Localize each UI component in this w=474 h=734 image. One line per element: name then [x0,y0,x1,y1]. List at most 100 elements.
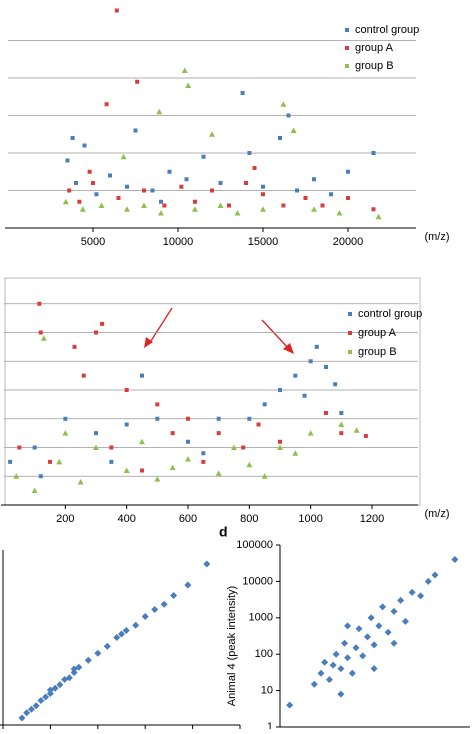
point [62,430,69,436]
point [123,467,130,473]
point [401,617,409,625]
point [185,456,191,462]
point [241,445,246,450]
point [277,444,283,450]
point [417,592,425,600]
point [278,388,282,392]
point [390,607,398,615]
point [40,335,47,341]
point [348,669,356,677]
point [94,431,98,436]
x-tick-label: 600 [179,513,197,525]
point [397,596,405,604]
point [160,600,168,608]
point [27,705,35,713]
arrow-head [144,337,153,348]
point [339,411,344,415]
x-tick-label: 1000 [298,513,322,525]
point [451,555,459,563]
point [154,476,161,482]
point [32,445,37,450]
legend-label: group B [358,346,397,358]
legend-marker [345,46,349,50]
x-tick-label: 15000 [248,236,279,248]
point [170,431,175,436]
point [363,434,368,438]
point [142,188,146,193]
point [38,474,43,479]
point [203,560,211,568]
point [48,459,52,464]
point [234,210,241,216]
point [42,693,50,701]
point [341,639,349,647]
point [280,101,287,107]
point [312,177,316,182]
point [371,207,376,212]
point [201,451,206,456]
point [333,382,338,387]
point [98,202,105,208]
point [120,153,127,160]
point [344,654,352,662]
point [317,669,325,677]
y-axis-label: Animal 4 (peak intensity) [226,586,238,706]
point [247,151,252,155]
y-tick-label: 10 [261,685,273,697]
arrow [148,307,173,345]
legend-marker [348,350,352,354]
point [17,445,22,450]
point [140,468,144,473]
point [252,166,257,170]
point [307,430,314,436]
point [329,192,333,197]
point [181,67,188,73]
point [113,634,121,641]
point [94,330,98,335]
point [346,169,350,174]
x-tick-label: 800 [240,513,258,525]
point [158,210,164,216]
point [424,577,432,585]
point [93,444,99,450]
point [37,301,42,306]
point [281,203,286,208]
point [261,192,265,197]
point [169,464,176,471]
point [91,181,95,185]
point [62,198,69,205]
point [184,581,192,589]
point [124,388,129,392]
point [367,614,375,622]
point [210,188,214,193]
point [201,459,206,464]
point [18,714,26,722]
point [353,427,360,433]
point [344,622,352,630]
x-tick-label: 10000 [163,236,194,248]
point [100,321,105,326]
point [155,416,160,421]
point [355,625,363,633]
point [23,709,31,717]
point [32,702,40,710]
point [370,665,378,673]
point [37,697,45,704]
point [184,177,189,182]
point [278,439,282,444]
point [103,642,111,650]
point [302,393,307,398]
point [192,206,198,212]
point [408,588,416,596]
point [82,143,87,148]
point [31,487,38,494]
point [109,445,114,450]
point [359,652,367,660]
legend-label: group B [355,60,394,72]
legend-marker [348,312,352,316]
point [140,373,144,378]
point [390,639,398,647]
x-tick-label: 200 [56,513,74,525]
point [240,91,245,95]
point [201,154,206,159]
